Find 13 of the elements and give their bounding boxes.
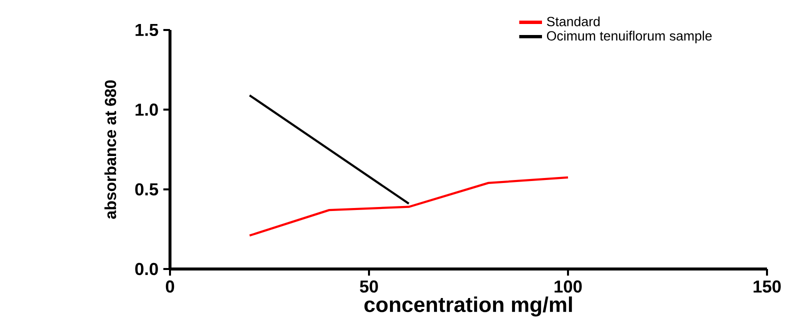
y-tick-label: 0.0 — [135, 262, 158, 276]
y-tick-label: 1.0 — [136, 104, 158, 116]
legend-label: Standard — [546, 16, 600, 26]
x-tick-label: 150 — [754, 280, 781, 293]
x-tick-label: 0 — [166, 280, 174, 293]
y-axis-title: absorbance at 680 — [104, 80, 116, 219]
x-tick-label: 50 — [360, 280, 378, 293]
line-series — [248, 176, 570, 237]
legend-label: Ocimum tenuiflorum sample — [546, 30, 712, 44]
y-tick-label: 1.5 — [136, 24, 158, 36]
y-tick-label: 0.5 — [135, 183, 158, 196]
x-tick-label: 100 — [554, 280, 582, 293]
x-axis-title: concentration mg/ml — [364, 296, 572, 316]
